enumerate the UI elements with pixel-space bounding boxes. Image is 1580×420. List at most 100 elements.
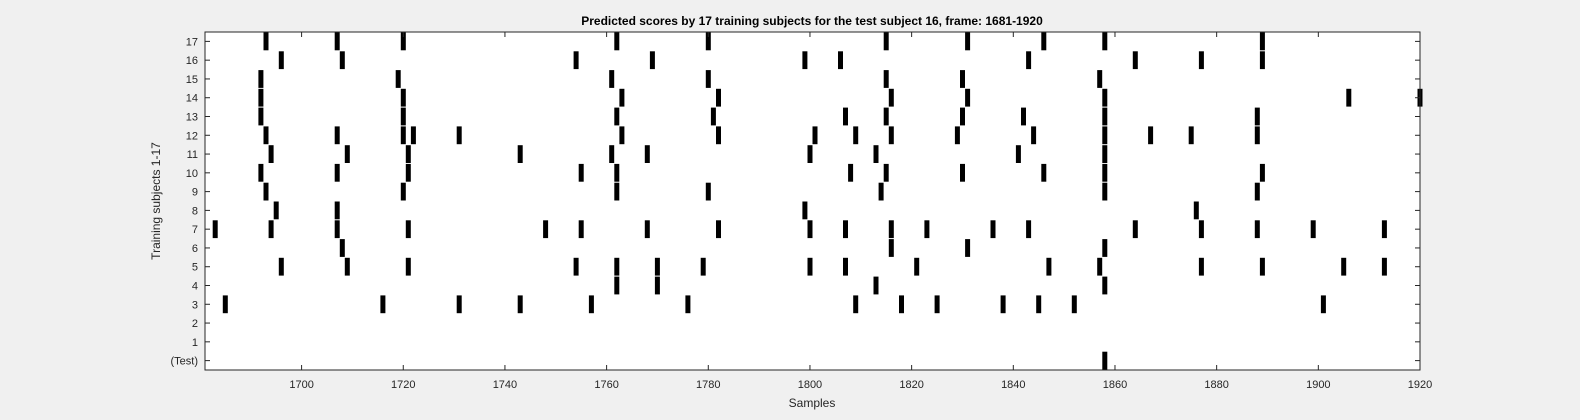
event-mark (339, 51, 345, 70)
event-mark (883, 70, 889, 88)
event-mark (716, 126, 721, 145)
x-tick-label: 1780 (696, 379, 720, 391)
event-mark (1102, 88, 1108, 107)
event-mark (1198, 257, 1204, 276)
event-mark (843, 107, 848, 126)
event-mark (609, 145, 615, 163)
event-mark (1132, 51, 1138, 70)
event-mark (843, 220, 848, 239)
event-mark (1026, 51, 1032, 70)
event-mark (614, 182, 620, 201)
y-tick-label: 10 (186, 168, 198, 180)
y-tick-label: 5 (192, 262, 198, 274)
event-mark (222, 295, 228, 314)
event-mark (700, 257, 706, 276)
event-mark (263, 32, 269, 51)
event-mark (263, 126, 269, 145)
event-mark (960, 70, 965, 88)
x-tick-label: 1860 (1103, 379, 1127, 391)
event-mark (1000, 295, 1006, 314)
event-mark (1341, 257, 1347, 276)
event-mark (888, 220, 894, 239)
event-mark (644, 220, 650, 239)
event-mark (1310, 220, 1316, 239)
event-mark (716, 220, 721, 239)
y-axis-label: Training subjects 1-17 (149, 142, 163, 260)
event-mark (1188, 126, 1194, 145)
event-mark (934, 295, 940, 314)
event-mark (1320, 295, 1326, 314)
x-tick-label: 1900 (1306, 379, 1330, 391)
y-tick-label: 6 (192, 243, 198, 255)
event-mark (960, 107, 965, 126)
y-tick-label: 14 (186, 93, 198, 105)
event-mark (888, 88, 894, 107)
event-mark (888, 126, 894, 145)
event-mark (1071, 295, 1077, 314)
event-mark (1102, 163, 1108, 182)
event-mark (914, 257, 920, 276)
event-mark (1259, 163, 1265, 182)
event-mark (395, 70, 401, 88)
event-mark (654, 257, 660, 276)
event-mark (400, 182, 406, 201)
event-mark (1041, 163, 1047, 182)
event-mark (344, 145, 350, 163)
event-mark (614, 163, 620, 182)
y-tick-label: 2 (192, 318, 198, 330)
event-mark (1102, 126, 1108, 145)
y-tick-label: 13 (186, 112, 198, 124)
event-mark (1102, 182, 1108, 201)
event-mark (1148, 126, 1154, 145)
event-mark (802, 201, 808, 220)
plot-area (205, 32, 1420, 370)
event-mark (654, 276, 660, 295)
event-mark (578, 163, 584, 182)
event-mark (838, 51, 843, 70)
event-mark (873, 276, 879, 295)
x-tick-label: 1920 (1408, 379, 1432, 391)
event-mark (614, 107, 620, 126)
y-tick-label: 3 (192, 299, 198, 311)
event-mark (258, 107, 264, 126)
event-mark (405, 163, 411, 182)
y-tick-label: 9 (192, 187, 198, 199)
event-mark (263, 182, 269, 201)
event-mark (807, 145, 813, 163)
event-mark (1259, 51, 1265, 70)
event-mark (1198, 220, 1204, 239)
event-mark (888, 239, 894, 257)
event-mark (1381, 220, 1387, 239)
event-mark (1102, 239, 1108, 257)
x-tick-label: 1820 (899, 379, 923, 391)
event-mark (1102, 32, 1108, 51)
event-mark (1026, 220, 1032, 239)
event-mark (543, 220, 549, 239)
event-mark (456, 295, 462, 314)
event-mark (334, 220, 340, 239)
event-mark (258, 88, 264, 107)
event-mark (400, 107, 406, 126)
event-mark (1198, 51, 1204, 70)
event-mark (843, 257, 848, 276)
event-mark (1254, 220, 1260, 239)
event-mark (278, 51, 284, 70)
event-mark (873, 145, 879, 163)
event-mark (644, 145, 650, 163)
event-mark (619, 88, 625, 107)
event-mark (1102, 107, 1108, 126)
event-mark (278, 257, 284, 276)
event-mark (1254, 182, 1260, 201)
x-axis-label: Samples (789, 396, 836, 410)
event-mark (807, 257, 813, 276)
event-mark (578, 220, 584, 239)
event-mark (705, 70, 711, 88)
event-mark (1102, 276, 1108, 295)
event-mark (405, 257, 411, 276)
event-mark (990, 220, 996, 239)
y-tick-label: 4 (192, 281, 198, 293)
y-tick-label: 16 (186, 55, 198, 67)
event-mark (573, 257, 579, 276)
event-mark (1102, 351, 1108, 370)
